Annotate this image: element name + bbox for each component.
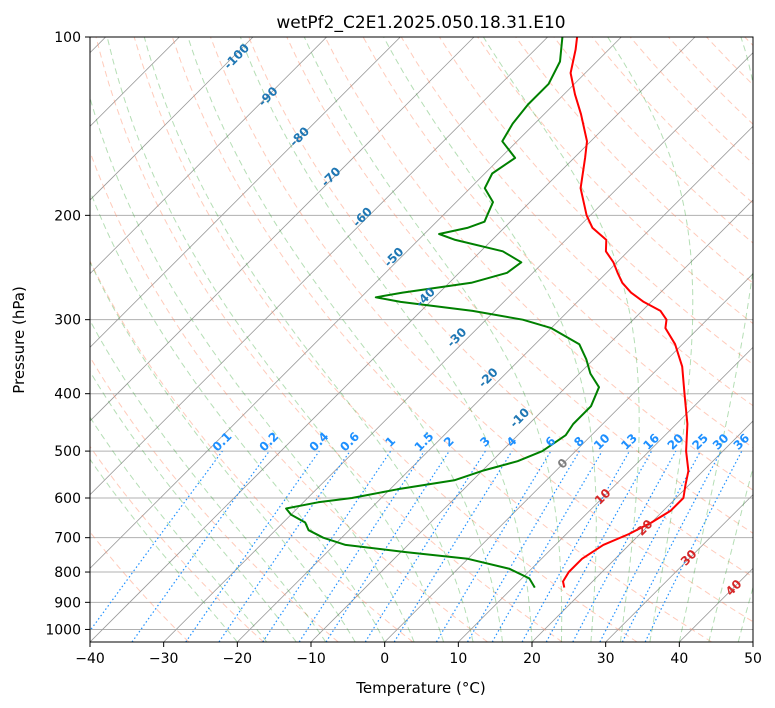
- moist-adiabat: [106, 37, 445, 642]
- x-tick-label: −10: [296, 651, 326, 667]
- dry-adiabat: [515, 37, 753, 284]
- moist-adiabat: [143, 37, 474, 642]
- dry-adiabat: [90, 445, 264, 642]
- mixing-ratio-line: [572, 450, 677, 642]
- moist-adiabat: [187, 37, 503, 642]
- moist-adiabat: [708, 466, 753, 642]
- moist-adiabat: [90, 319, 327, 642]
- mixing-ratio-line: [262, 450, 392, 642]
- mixing-ratio-line: [325, 450, 450, 642]
- x-tick-label: −40: [75, 651, 105, 667]
- isotherm-line: [90, 37, 622, 569]
- mixing-ratio-line: [90, 450, 223, 632]
- isotherm-line: [605, 494, 753, 642]
- x-tick-label: 50: [744, 651, 762, 667]
- temperature-profile-line: [562, 37, 690, 588]
- isotherm-line: [90, 37, 401, 348]
- dry-adiabat: [210, 37, 753, 623]
- moist-adiabat: [90, 96, 415, 642]
- moist-adiabat: [90, 458, 238, 642]
- mixing-ratio-line: [298, 450, 425, 642]
- moist-adiabat: [90, 416, 268, 642]
- mixing-ratio-line: [644, 450, 743, 642]
- isotherm-line: [90, 37, 548, 496]
- isotherm-line: [237, 125, 753, 642]
- dewpoint-profile-line: [285, 37, 600, 589]
- mixing-ratio-line: [185, 450, 320, 642]
- plot-frame: [89, 36, 754, 643]
- y-tick-label: 900: [54, 595, 81, 611]
- background-lines: [90, 37, 753, 642]
- isotherm-line: [531, 420, 753, 642]
- dry-adiabat: [324, 37, 753, 491]
- x-axis-ticks: −40 −30 −20 −10 0 10 20 30 40 50: [75, 642, 762, 667]
- moist-adiabat: [90, 189, 386, 642]
- dry-adiabat: [133, 37, 638, 642]
- y-tick-label: 1000: [45, 622, 81, 638]
- x-tick-label: 20: [523, 651, 541, 667]
- dry-adiabat: [90, 259, 414, 642]
- dry-adiabat: [171, 37, 712, 642]
- moist-adiabat: [607, 37, 694, 642]
- y-tick-label: 300: [54, 313, 81, 329]
- moist-adiabat: [239, 37, 533, 642]
- dry-adiabat: [248, 37, 753, 578]
- x-tick-label: −30: [149, 651, 179, 667]
- mixing-ratio-line: [218, 450, 351, 642]
- isotherm-line: [458, 346, 753, 642]
- isotherm-line: [310, 199, 753, 642]
- x-tick-label: 10: [449, 651, 467, 667]
- moist-adiabat: [90, 370, 297, 642]
- mixing-ratio-line: [521, 450, 631, 642]
- y-tick-label: 200: [54, 208, 81, 224]
- chart-title: wetPf2_C2E1.2025.050.18.31.E10: [276, 13, 565, 33]
- y-tick-label: 500: [54, 444, 81, 460]
- y-axis-label: Pressure (hPa): [10, 286, 28, 394]
- isotherm-line: [384, 273, 753, 642]
- x-tick-label: −20: [223, 651, 253, 667]
- y-tick-label: 800: [54, 565, 81, 581]
- isotherm-line: [90, 37, 475, 422]
- moist-adiabat: [90, 260, 356, 642]
- profile-lines: [285, 37, 690, 589]
- y-axis-ticks: 100 200 300 400 500 600 700 800 900 1000: [45, 30, 90, 638]
- dry-adiabat: [95, 37, 563, 642]
- moist-adiabat: [303, 37, 563, 642]
- plot-background: [90, 37, 753, 642]
- isotherm-line: [90, 37, 696, 642]
- x-tick-label: 40: [670, 651, 688, 667]
- dry-adiabat: [90, 356, 339, 642]
- isotherm-line: [163, 52, 753, 642]
- isotherm-line: [90, 37, 327, 275]
- moist-adiabat: [678, 37, 753, 642]
- x-axis-label: Temperature (°C): [355, 679, 485, 697]
- moist-adiabat: [737, 585, 753, 642]
- x-tick-label: 30: [597, 651, 615, 667]
- moist-adiabat: [383, 37, 597, 642]
- mixing-ratio-line: [545, 450, 653, 642]
- x-tick-label: 0: [380, 651, 389, 667]
- mixing-ratio-line: [393, 450, 513, 642]
- isotherm-line: [90, 37, 254, 201]
- y-tick-label: 700: [54, 531, 81, 547]
- mixing-ratio-line: [131, 450, 270, 642]
- y-tick-label: 100: [54, 30, 81, 46]
- y-tick-label: 400: [54, 387, 81, 403]
- y-tick-label: 600: [54, 491, 81, 507]
